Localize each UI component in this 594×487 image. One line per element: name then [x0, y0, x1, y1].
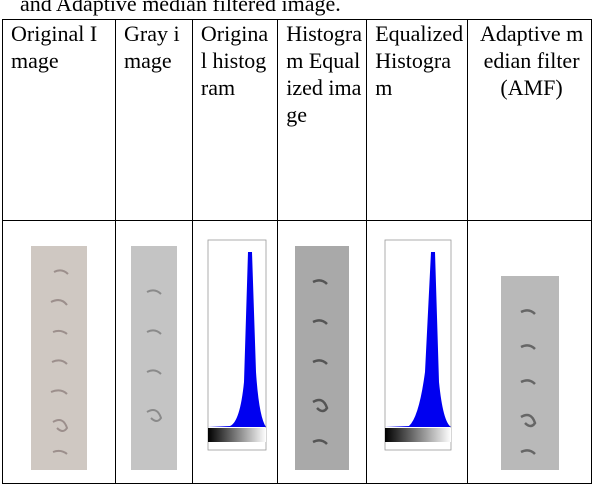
image-cell [192, 221, 277, 484]
image-cell [115, 221, 192, 484]
original-histogram [202, 232, 268, 472]
header-cell: Original histogram [192, 20, 277, 221]
results-table: Original Image Gray image Original histo… [2, 19, 592, 484]
gray-image [129, 232, 179, 472]
caption: and Adaptive median filtered image. [20, 0, 341, 17]
image-row [3, 221, 592, 484]
header-cell: Original Image [3, 20, 116, 221]
amf-image [499, 232, 561, 472]
header-cell: Equalized Histogram [367, 20, 468, 221]
image-cell [468, 221, 592, 484]
header-cell: Histogram Equalized image [278, 20, 367, 221]
equalized-image [293, 232, 351, 472]
equalized-histogram [379, 232, 455, 472]
header-cell: Gray image [115, 20, 192, 221]
image-cell [3, 221, 116, 484]
image-cell [367, 221, 468, 484]
page: {"caption": "and Adaptive median filtere… [0, 0, 594, 487]
header-cell: Adaptive median filter (AMF) [468, 20, 592, 221]
original-image [29, 232, 89, 472]
header-row: Original Image Gray image Original histo… [3, 20, 592, 221]
image-cell [278, 221, 367, 484]
